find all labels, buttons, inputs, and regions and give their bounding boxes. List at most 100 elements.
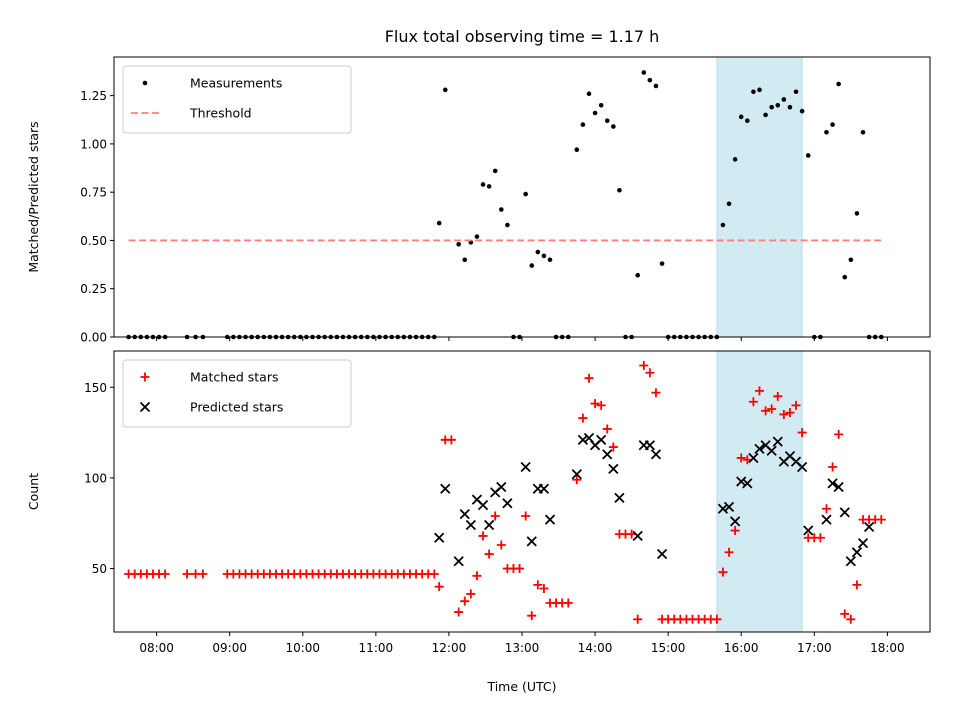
matched-star-marker bbox=[460, 596, 470, 606]
matched-star-marker bbox=[602, 424, 612, 434]
predicted-star-marker bbox=[496, 481, 507, 493]
matched-star-marker bbox=[596, 400, 606, 410]
matched-star-marker bbox=[627, 529, 637, 539]
predicted-star-marker bbox=[754, 443, 765, 455]
y-tick-label: 1.00 bbox=[80, 137, 107, 151]
predicted-star-marker bbox=[827, 478, 838, 489]
measurement-point bbox=[474, 234, 480, 239]
matched-star-marker bbox=[840, 609, 850, 619]
matched-star-marker bbox=[834, 429, 844, 439]
predicted-star-marker bbox=[656, 548, 668, 560]
measurement-point bbox=[647, 77, 653, 83]
predicted-star-marker bbox=[520, 461, 531, 473]
matched-star-marker bbox=[584, 373, 594, 383]
predicted-star-marker bbox=[459, 509, 470, 520]
matched-star-marker bbox=[160, 569, 170, 579]
matched-star-marker bbox=[429, 569, 439, 579]
predicted-star-marker bbox=[440, 483, 451, 494]
matched-star-marker bbox=[446, 435, 456, 445]
measurement-point bbox=[462, 257, 468, 263]
matched-star-marker bbox=[533, 580, 543, 590]
legend-label: Matched stars bbox=[190, 370, 278, 385]
chart-title: Flux total observing time = 1.17 h bbox=[385, 27, 660, 46]
predicted-star-marker bbox=[608, 463, 619, 474]
measurement-point bbox=[492, 168, 498, 174]
matched-star-marker bbox=[454, 607, 464, 617]
matched-star-marker bbox=[472, 571, 482, 581]
measurement-point bbox=[641, 70, 647, 75]
top-panel: 0.00 0.25 0.50 0.75 1.00 1.25 Matched/Predicte… bbox=[26, 56, 931, 345]
matched-star-marker bbox=[478, 531, 488, 541]
measurement-point bbox=[547, 257, 553, 263]
predicted-star-marker bbox=[833, 481, 844, 493]
measurement-point bbox=[535, 249, 541, 255]
legend-predicted-marker bbox=[139, 401, 151, 413]
measurement-point bbox=[442, 87, 448, 93]
matched-star-marker bbox=[742, 455, 752, 465]
predicted-star-marker bbox=[453, 556, 464, 567]
measurement-point bbox=[805, 153, 811, 158]
y-axis-label: Matched/Predicted stars bbox=[26, 121, 41, 272]
predicted-star-marker bbox=[650, 449, 662, 460]
predicted-star-marker bbox=[596, 434, 607, 445]
predicted-star-marker bbox=[465, 519, 476, 531]
measurement-point bbox=[529, 263, 535, 268]
measurement-point bbox=[505, 222, 510, 228]
x-tick-label: 18:00 bbox=[870, 641, 905, 655]
matched-star-marker bbox=[791, 400, 801, 410]
matched-star-marker bbox=[712, 614, 722, 624]
measurement-point bbox=[617, 187, 622, 193]
matched-star-marker bbox=[852, 580, 862, 590]
matched-star-marker bbox=[767, 404, 777, 414]
matched-star-marker bbox=[828, 462, 838, 472]
measurement-point bbox=[598, 102, 604, 108]
matched-star-marker bbox=[633, 614, 643, 624]
predicted-star-marker bbox=[821, 514, 832, 525]
predicted-star-marker bbox=[766, 445, 777, 456]
x-tick-label: 09:00 bbox=[212, 641, 247, 655]
measurement-point bbox=[763, 112, 768, 118]
measurement-point bbox=[592, 110, 598, 116]
predicted-star-marker bbox=[796, 461, 808, 473]
measurement-point bbox=[830, 122, 835, 127]
matched-star-marker bbox=[572, 475, 582, 485]
matched-star-marker bbox=[821, 504, 831, 514]
matched-star-marker bbox=[466, 589, 476, 599]
legend: Measurements Threshold bbox=[122, 65, 352, 134]
y-tick-label: 0.75 bbox=[80, 186, 107, 200]
measurement-point bbox=[653, 83, 659, 89]
predicted-star-marker bbox=[526, 536, 537, 547]
measurement-point bbox=[751, 89, 756, 95]
predicted-star-marker bbox=[772, 436, 783, 447]
x-tick-label: 14:00 bbox=[578, 641, 613, 655]
matched-star-marker bbox=[639, 361, 649, 371]
y-tick-label: 50 bbox=[92, 562, 107, 576]
predicted-star-marker bbox=[602, 449, 613, 460]
predicted-star-marker bbox=[723, 501, 735, 513]
measurement-point bbox=[848, 257, 854, 263]
predicted-star-marker bbox=[851, 547, 863, 558]
measurement-point bbox=[635, 272, 641, 278]
matched-star-marker bbox=[527, 611, 537, 621]
x-axis-label: Time (UTC) bbox=[486, 679, 556, 694]
measurement-point bbox=[799, 108, 805, 114]
matched-star-marker bbox=[539, 583, 549, 593]
predicted-star-marker bbox=[502, 498, 513, 509]
matched-star-marker bbox=[645, 368, 655, 378]
predicted-star-marker bbox=[742, 478, 753, 489]
measurement-point bbox=[541, 253, 547, 259]
predicted-star-marker bbox=[717, 503, 729, 514]
matched-star-marker bbox=[754, 386, 764, 396]
legend-box bbox=[122, 359, 352, 428]
x-tick-label: 10:00 bbox=[285, 641, 320, 655]
predicted-star-marker bbox=[577, 434, 589, 445]
predicted-star-marker bbox=[803, 525, 814, 536]
predicted-star-marker bbox=[845, 556, 856, 567]
measurement-point bbox=[720, 222, 726, 228]
y-tick-label: 0.50 bbox=[80, 234, 107, 248]
measurement-point bbox=[738, 114, 744, 120]
predicted-star-marker bbox=[644, 440, 656, 451]
legend: Matched stars Predicted stars bbox=[122, 359, 352, 428]
x-tick-label: 15:00 bbox=[651, 641, 686, 655]
